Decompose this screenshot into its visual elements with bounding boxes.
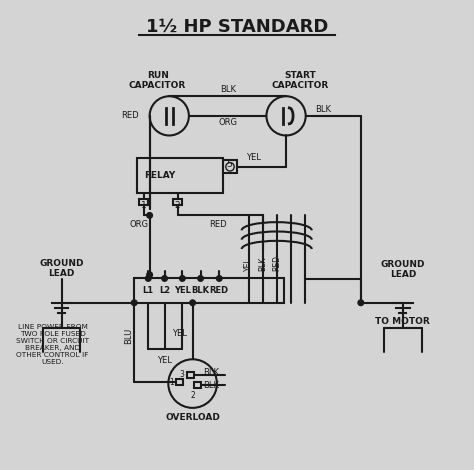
Text: BLK: BLK (203, 368, 219, 377)
Text: RELAY: RELAY (144, 171, 175, 180)
Text: L1: L1 (143, 286, 154, 295)
Bar (194, 382, 201, 388)
Bar (176, 379, 183, 385)
Text: 1½ HP STANDARD: 1½ HP STANDARD (146, 18, 328, 36)
Text: YEL: YEL (244, 258, 253, 272)
Circle shape (147, 212, 153, 218)
Text: BLK: BLK (315, 104, 331, 114)
Text: TO MOTOR: TO MOTOR (375, 317, 430, 326)
Text: GROUND
LEAD: GROUND LEAD (381, 260, 425, 279)
Bar (134, 278, 284, 303)
Text: 1: 1 (169, 378, 174, 387)
Text: RED: RED (272, 255, 281, 272)
Bar (139, 198, 148, 204)
Circle shape (190, 300, 195, 306)
Text: 2: 2 (190, 391, 195, 400)
Text: YEL: YEL (173, 329, 187, 337)
Text: BLK: BLK (203, 381, 219, 390)
Text: 5: 5 (227, 160, 232, 169)
Text: RUN
CAPACITOR: RUN CAPACITOR (129, 71, 186, 90)
Circle shape (146, 275, 151, 281)
Text: RED: RED (210, 219, 227, 228)
Circle shape (147, 272, 153, 277)
Text: BLK: BLK (191, 286, 210, 295)
Text: RED: RED (121, 111, 139, 120)
Text: START
CAPACITOR: START CAPACITOR (272, 71, 328, 90)
Circle shape (131, 300, 137, 306)
Circle shape (358, 300, 364, 306)
Text: 2: 2 (175, 201, 181, 211)
Text: GROUND
LEAD: GROUND LEAD (39, 258, 84, 278)
Text: BLK: BLK (219, 85, 236, 94)
Text: L2: L2 (159, 286, 170, 295)
Circle shape (180, 275, 185, 281)
Bar (137, 158, 223, 193)
Text: 1: 1 (141, 201, 146, 211)
Text: 3: 3 (179, 370, 184, 379)
Bar (173, 198, 182, 204)
Text: YEL: YEL (174, 286, 191, 295)
Text: RED: RED (210, 286, 229, 295)
Text: BLU: BLU (124, 327, 133, 344)
Bar (187, 372, 194, 378)
Text: YEL: YEL (157, 355, 172, 365)
Circle shape (198, 275, 203, 281)
Text: ORG: ORG (218, 118, 237, 127)
Bar (223, 160, 237, 173)
Text: ORG: ORG (129, 219, 148, 228)
Circle shape (217, 275, 222, 281)
Text: YEL: YEL (246, 153, 261, 163)
Circle shape (162, 275, 167, 281)
Text: BLK: BLK (258, 257, 267, 272)
Text: OVERLOAD: OVERLOAD (165, 414, 220, 423)
Text: LINE POWER FROM
TWO POLE FUSED
SWITCH OR CIRCUIT
BREAKER, AND
OTHER CONTROL IF
U: LINE POWER FROM TWO POLE FUSED SWITCH OR… (16, 324, 89, 365)
